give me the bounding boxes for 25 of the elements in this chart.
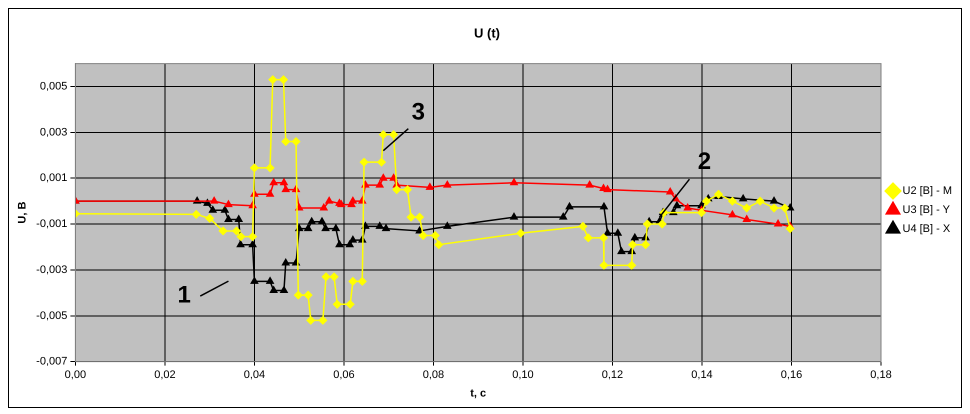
x-tick-label: 0,12 <box>602 369 624 382</box>
y-tick-label: -0,005 <box>36 310 68 322</box>
annotation: 3 <box>412 98 425 126</box>
annotation: 1 <box>177 282 191 309</box>
y-tick-label: 0,005 <box>40 80 68 93</box>
x-tick-label: 0,00 <box>64 369 86 382</box>
x-tick-label: 0,02 <box>154 369 176 382</box>
x-tick-label: 0,10 <box>512 369 534 382</box>
x-tick-label: 0,06 <box>333 369 355 382</box>
legend-label: U2 [B] - M <box>902 185 952 198</box>
y-axis-title: U, B <box>16 202 29 224</box>
y-tick-label: 0,003 <box>40 126 68 138</box>
x-axis-title: t, c <box>470 387 486 400</box>
chart-title: U (t) <box>474 25 500 40</box>
y-tick-label: -0,007 <box>36 356 68 368</box>
x-tick-label: 0,14 <box>691 369 713 382</box>
y-tick-label: 0,001 <box>40 172 68 184</box>
x-tick-label: 0,18 <box>870 369 892 382</box>
legend-label: U4 [B] - X <box>902 223 951 236</box>
legend-label: U3 [B] - Y <box>902 204 951 216</box>
x-tick-label: 0,16 <box>780 369 802 382</box>
y-tick-label: -0,003 <box>36 264 68 276</box>
y-tick-label: -0,001 <box>36 218 68 230</box>
x-tick-label: 0,08 <box>422 369 444 382</box>
x-tick-label: 0,04 <box>244 369 266 382</box>
